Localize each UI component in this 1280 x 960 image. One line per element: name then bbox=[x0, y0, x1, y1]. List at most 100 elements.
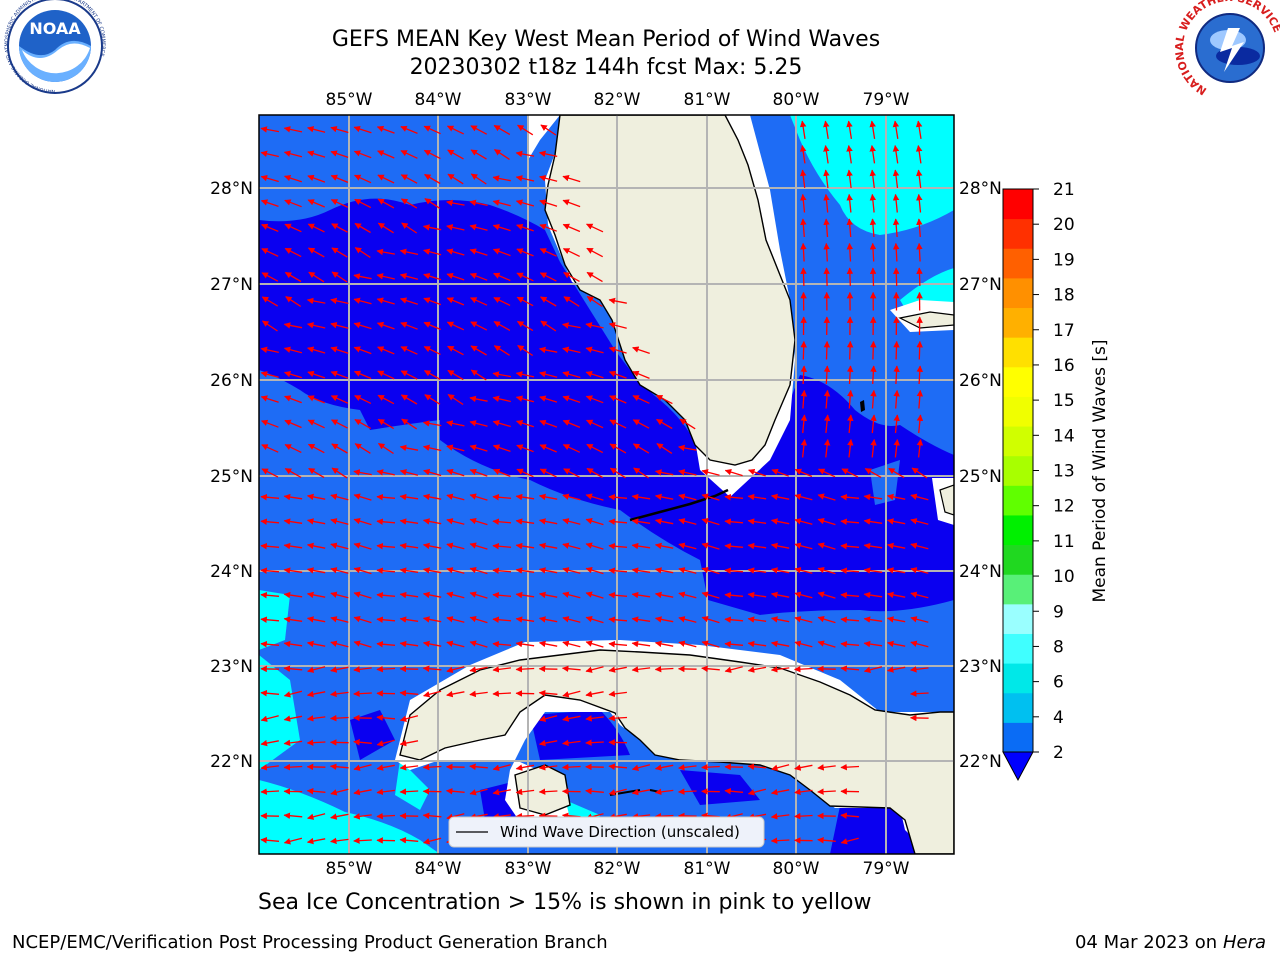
direction-arrow bbox=[562, 370, 581, 379]
direction-arrow bbox=[516, 320, 534, 332]
direction-arrow bbox=[330, 837, 349, 845]
direction-arrow bbox=[469, 640, 488, 648]
direction-arrow bbox=[678, 493, 697, 501]
direction-arrow bbox=[376, 640, 396, 648]
direction-arrow bbox=[493, 149, 510, 160]
direction-arrow bbox=[284, 395, 302, 404]
direction-arrow bbox=[377, 370, 395, 380]
direction-arrow bbox=[331, 443, 348, 454]
direction-arrow bbox=[283, 837, 303, 845]
direction-arrow bbox=[469, 248, 488, 256]
direction-arrow bbox=[562, 419, 581, 429]
colorbar-tick-label: 21 bbox=[1053, 180, 1075, 200]
direction-arrow bbox=[469, 199, 488, 207]
direction-arrow bbox=[446, 567, 465, 574]
direction-arrow bbox=[515, 493, 535, 501]
direction-arrow bbox=[307, 346, 326, 354]
direction-arrow bbox=[538, 567, 558, 574]
direction-arrow bbox=[376, 739, 395, 747]
direction-arrow bbox=[916, 365, 924, 385]
direction-arrow bbox=[654, 640, 674, 648]
direction-arrow bbox=[654, 518, 674, 525]
direction-arrow bbox=[399, 788, 419, 795]
direction-arrow bbox=[823, 242, 830, 262]
direction-arrow bbox=[701, 542, 720, 550]
direction-arrow bbox=[562, 174, 581, 183]
colorbar: 2 4 6 8 9 10 11 12 13 14 15 16 17 18 19 20 21 bbox=[1002, 180, 1075, 782]
colorbar-tick-label: 9 bbox=[1053, 602, 1064, 622]
direction-arrow bbox=[283, 567, 303, 574]
direction-arrow bbox=[608, 591, 628, 599]
direction-arrow bbox=[306, 715, 326, 722]
direction-arrow bbox=[724, 468, 743, 477]
direction-arrow bbox=[654, 493, 674, 501]
svg-text:23°N: 23°N bbox=[210, 657, 253, 677]
direction-arrow bbox=[353, 542, 372, 550]
direction-arrow bbox=[800, 414, 808, 434]
direction-arrow bbox=[515, 640, 535, 648]
direction-arrow bbox=[331, 271, 348, 283]
direction-arrow bbox=[770, 591, 790, 599]
direction-arrow bbox=[608, 666, 627, 673]
colorbar-label: Mean Period of Wind Waves [s] bbox=[1090, 339, 1110, 602]
direction-arrow bbox=[864, 468, 882, 478]
direction-arrow bbox=[869, 193, 877, 213]
colorbar-tick-label: 18 bbox=[1053, 286, 1075, 306]
direction-arrow bbox=[515, 812, 535, 820]
direction-arrow bbox=[329, 763, 349, 770]
direction-arrow bbox=[863, 591, 883, 599]
direction-arrow bbox=[562, 444, 581, 453]
lat-labels-left: 28°N 27°N 26°N 25°N 24°N 23°N 22°N bbox=[210, 179, 253, 772]
colorbar-segment bbox=[1003, 485, 1033, 516]
direction-arrow bbox=[585, 640, 604, 648]
direction-arrow bbox=[916, 242, 923, 262]
colorbar-segment bbox=[1003, 277, 1033, 309]
direction-arrow bbox=[260, 616, 280, 623]
colorbar-segment bbox=[1003, 663, 1033, 694]
direction-arrow bbox=[399, 518, 419, 525]
direction-arrow bbox=[376, 591, 396, 599]
direction-arrow bbox=[701, 763, 720, 771]
direction-arrow bbox=[399, 764, 419, 771]
direction-arrow bbox=[446, 640, 465, 648]
direction-arrow bbox=[847, 438, 854, 458]
direction-arrow bbox=[840, 640, 860, 648]
direction-arrow bbox=[561, 763, 581, 771]
direction-arrow bbox=[701, 493, 720, 501]
direction-arrow bbox=[354, 443, 371, 454]
direction-arrow bbox=[446, 199, 465, 207]
direction-arrow bbox=[492, 395, 511, 403]
direction-arrow bbox=[469, 615, 488, 624]
direction-arrow bbox=[446, 616, 465, 623]
direction-arrow bbox=[260, 640, 280, 648]
direction-arrow bbox=[261, 320, 278, 332]
direction-arrow bbox=[423, 346, 441, 355]
direction-arrow bbox=[445, 787, 465, 795]
direction-arrow bbox=[585, 591, 604, 599]
direction-arrow bbox=[260, 199, 279, 208]
direction-arrow bbox=[799, 169, 807, 188]
direction-arrow bbox=[447, 149, 464, 160]
direction-arrow bbox=[794, 764, 813, 771]
svg-text:24°N: 24°N bbox=[210, 562, 253, 582]
direction-arrow bbox=[539, 223, 558, 232]
direction-arrow bbox=[261, 272, 279, 282]
direction-arrow bbox=[678, 567, 697, 574]
direction-arrow bbox=[562, 322, 581, 329]
direction-arrow bbox=[469, 468, 488, 477]
direction-arrow bbox=[492, 175, 511, 182]
direction-arrow bbox=[517, 124, 534, 136]
direction-arrow bbox=[261, 223, 279, 233]
svg-text:83°W: 83°W bbox=[505, 90, 552, 110]
direction-arrow bbox=[376, 616, 396, 623]
direction-arrow bbox=[870, 365, 877, 385]
direction-arrow bbox=[771, 468, 790, 477]
direction-arrow bbox=[794, 591, 813, 599]
direction-arrow bbox=[910, 567, 929, 574]
direction-arrow bbox=[888, 467, 905, 479]
direction-arrow bbox=[515, 419, 535, 428]
colorbar-segment bbox=[1003, 633, 1033, 664]
direction-arrow bbox=[260, 371, 279, 378]
direction-arrow bbox=[492, 616, 512, 623]
direction-arrow bbox=[892, 242, 900, 262]
